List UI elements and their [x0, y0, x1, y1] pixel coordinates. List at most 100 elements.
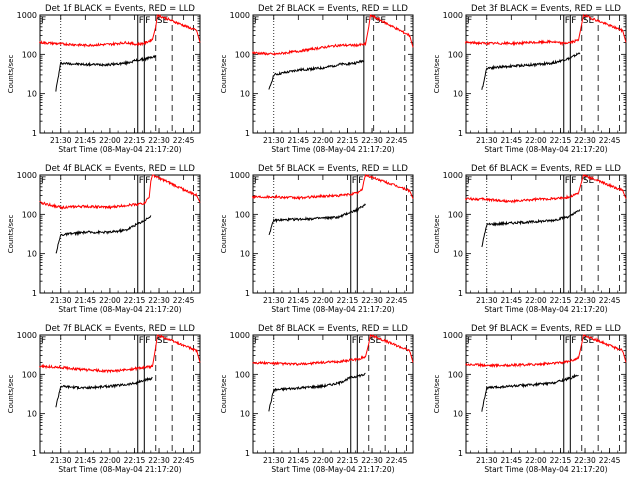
- series-line-events: [268, 372, 366, 412]
- series-line-lld: [251, 14, 414, 57]
- y-tick-label: 1: [458, 289, 463, 298]
- x-tick-label: 22:15: [550, 456, 572, 465]
- x-tick-label: 21:30: [50, 456, 72, 465]
- chart-panel-7: Det 7f BLACK = Events, RED = LLD 1 10 100 10…: [7, 324, 201, 474]
- x-tick-label: 22:15: [550, 296, 572, 305]
- marker-label: F: [139, 336, 144, 346]
- chart-title: Det 2f BLACK = Events, RED = LLD: [258, 4, 408, 14]
- x-tick-label: 22:15: [337, 296, 359, 305]
- marker-label: F: [565, 176, 570, 186]
- marker-label: F: [352, 336, 357, 346]
- x-tick-label: 21:45: [501, 456, 523, 465]
- x-tick-label: 22:30: [361, 456, 383, 465]
- marker-label: F: [139, 176, 144, 186]
- y-tick-label: 10: [27, 90, 37, 99]
- y-tick-label: 1000: [17, 171, 37, 180]
- y-tick-label: 10: [453, 250, 463, 259]
- y-axis-label: Counts/sec: [220, 375, 228, 414]
- series-line-events: [55, 215, 152, 254]
- plot-frame: [39, 14, 201, 134]
- chart-panel-8: Det 8f BLACK = Events, RED = LLD 1 10 100 10…: [220, 324, 414, 474]
- series-line-events: [481, 373, 579, 412]
- marker-label: F: [571, 336, 576, 346]
- x-tick-label: 22:15: [337, 136, 359, 145]
- x-tick-label: 22:00: [99, 136, 121, 145]
- y-tick-label: 10: [240, 250, 250, 259]
- x-axis-label: Start Time (08-May-04 21:17:20): [58, 305, 181, 314]
- plot-frame: [465, 174, 627, 294]
- marker-label: F: [358, 336, 363, 346]
- x-tick-label: 22:30: [148, 296, 170, 305]
- marker-label: SE: [375, 16, 387, 26]
- y-tick-label: 10: [240, 410, 250, 419]
- y-tick-label: 1000: [230, 171, 250, 180]
- x-tick-label: 22:15: [550, 136, 572, 145]
- y-tick-label: 100: [235, 370, 250, 379]
- x-axis-label: Start Time (08-May-04 21:17:20): [484, 305, 607, 314]
- y-tick-label: 10: [453, 410, 463, 419]
- y-tick-label: 1: [245, 289, 250, 298]
- series-line-events: [55, 376, 153, 408]
- y-tick-label: 10: [453, 90, 463, 99]
- series-line-events: [481, 52, 581, 90]
- y-tick-label: 100: [235, 50, 250, 59]
- series-line-events: [268, 203, 366, 236]
- plot-frame: [39, 334, 201, 454]
- series-line-lld: [39, 334, 201, 374]
- corner-marker-label: F: [254, 16, 259, 26]
- x-tick-label: 22:15: [124, 456, 146, 465]
- marker-label: SE: [157, 16, 169, 26]
- marker-label: SE: [370, 336, 382, 346]
- x-tick-label: 21:30: [476, 136, 498, 145]
- corner-marker-label: F: [254, 176, 259, 186]
- chart-panel-2: Det 2f BLACK = Events, RED = LLD 1 10 100 10…: [220, 4, 414, 154]
- x-axis-label: Start Time (08-May-04 21:17:20): [484, 145, 607, 154]
- x-axis-label: Start Time (08-May-04 21:17:20): [58, 145, 181, 154]
- chart-panel-9: Det 9f BLACK = Events, RED = LLD 1 10 100 10…: [433, 324, 627, 474]
- y-tick-label: 1000: [17, 331, 37, 340]
- chart-title: Det 4f BLACK = Events, RED = LLD: [45, 164, 195, 174]
- x-tick-label: 22:30: [574, 136, 596, 145]
- x-tick-label: 22:00: [525, 296, 547, 305]
- series-line-lld: [465, 334, 627, 368]
- marker-label: F: [139, 16, 144, 26]
- corner-marker-label: F: [41, 336, 46, 346]
- y-axis-label: Counts/sec: [7, 215, 15, 254]
- x-tick-label: 22:00: [312, 296, 334, 305]
- chart-title: Det 1f BLACK = Events, RED = LLD: [45, 4, 195, 14]
- chart-panel-6: Det 6f BLACK = Events, RED = LLD 1 10 100 10…: [433, 164, 627, 314]
- series-line-lld: [39, 14, 201, 48]
- plot-frame: [465, 334, 627, 454]
- x-tick-label: 21:30: [476, 296, 498, 305]
- x-tick-label: 22:30: [574, 296, 596, 305]
- chart-title: Det 7f BLACK = Events, RED = LLD: [45, 324, 195, 334]
- x-tick-label: 22:30: [574, 456, 596, 465]
- x-tick-label: 22:45: [599, 456, 621, 465]
- series-line-lld: [464, 173, 627, 204]
- y-tick-label: 1: [32, 129, 37, 138]
- corner-marker-label: F: [41, 176, 46, 186]
- chart-title: Det 5f BLACK = Events, RED = LLD: [258, 164, 408, 174]
- plot-frame: [252, 14, 414, 134]
- x-tick-label: 21:45: [75, 456, 97, 465]
- y-tick-label: 1: [458, 129, 463, 138]
- x-tick-label: 21:30: [50, 136, 72, 145]
- x-tick-label: 21:30: [263, 136, 285, 145]
- x-tick-label: 22:45: [173, 136, 195, 145]
- x-axis-label: Start Time (08-May-04 21:17:20): [271, 465, 394, 474]
- corner-marker-label: F: [467, 176, 472, 186]
- marker-label: F: [358, 176, 363, 186]
- y-tick-label: 1000: [443, 11, 463, 20]
- x-axis-label: Start Time (08-May-04 21:17:20): [271, 145, 394, 154]
- corner-marker-label: F: [467, 336, 472, 346]
- marker-label: F: [365, 16, 370, 26]
- plot-frame: [465, 14, 627, 134]
- y-tick-label: 100: [22, 210, 37, 219]
- x-tick-label: 21:45: [75, 296, 97, 305]
- marker-label: F: [565, 336, 570, 346]
- chart-title: Det 6f BLACK = Events, RED = LLD: [471, 164, 621, 174]
- x-tick-label: 22:45: [599, 136, 621, 145]
- y-tick-label: 10: [27, 410, 37, 419]
- x-tick-label: 22:00: [525, 136, 547, 145]
- corner-marker-label: F: [41, 16, 46, 26]
